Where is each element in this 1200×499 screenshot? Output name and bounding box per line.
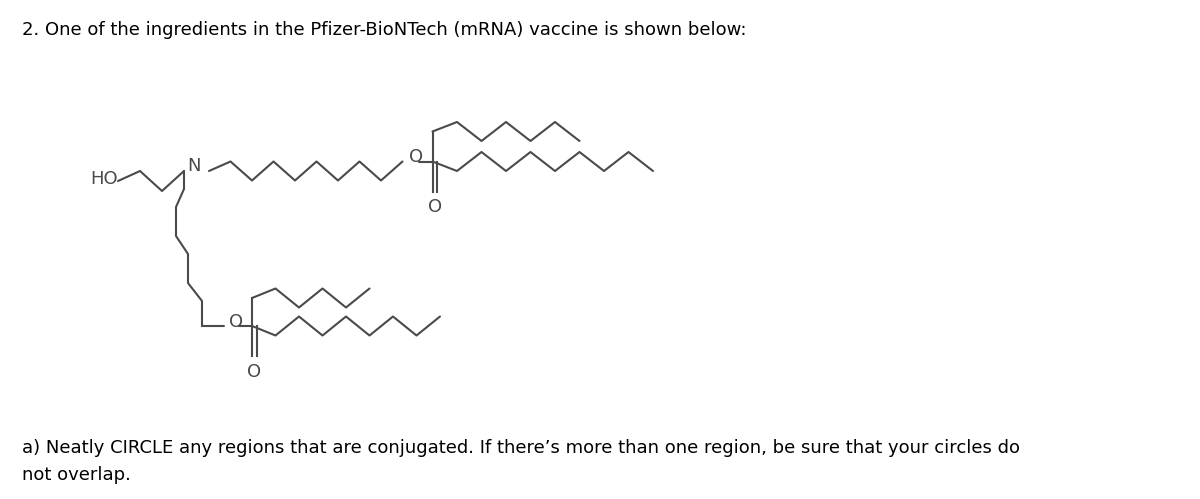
Text: O: O [427, 199, 442, 217]
Text: O: O [247, 363, 262, 381]
Text: not overlap.: not overlap. [22, 466, 131, 484]
Text: O: O [408, 149, 422, 167]
Text: a) Neatly CIRCLE any regions that are conjugated. If there’s more than one regio: a) Neatly CIRCLE any regions that are co… [22, 439, 1020, 457]
Text: 2. One of the ingredients in the Pfizer-BioNTech (mRNA) vaccine is shown below:: 2. One of the ingredients in the Pfizer-… [22, 21, 746, 39]
Text: O: O [229, 313, 244, 331]
Text: N: N [187, 157, 200, 175]
Text: HO: HO [90, 170, 118, 188]
